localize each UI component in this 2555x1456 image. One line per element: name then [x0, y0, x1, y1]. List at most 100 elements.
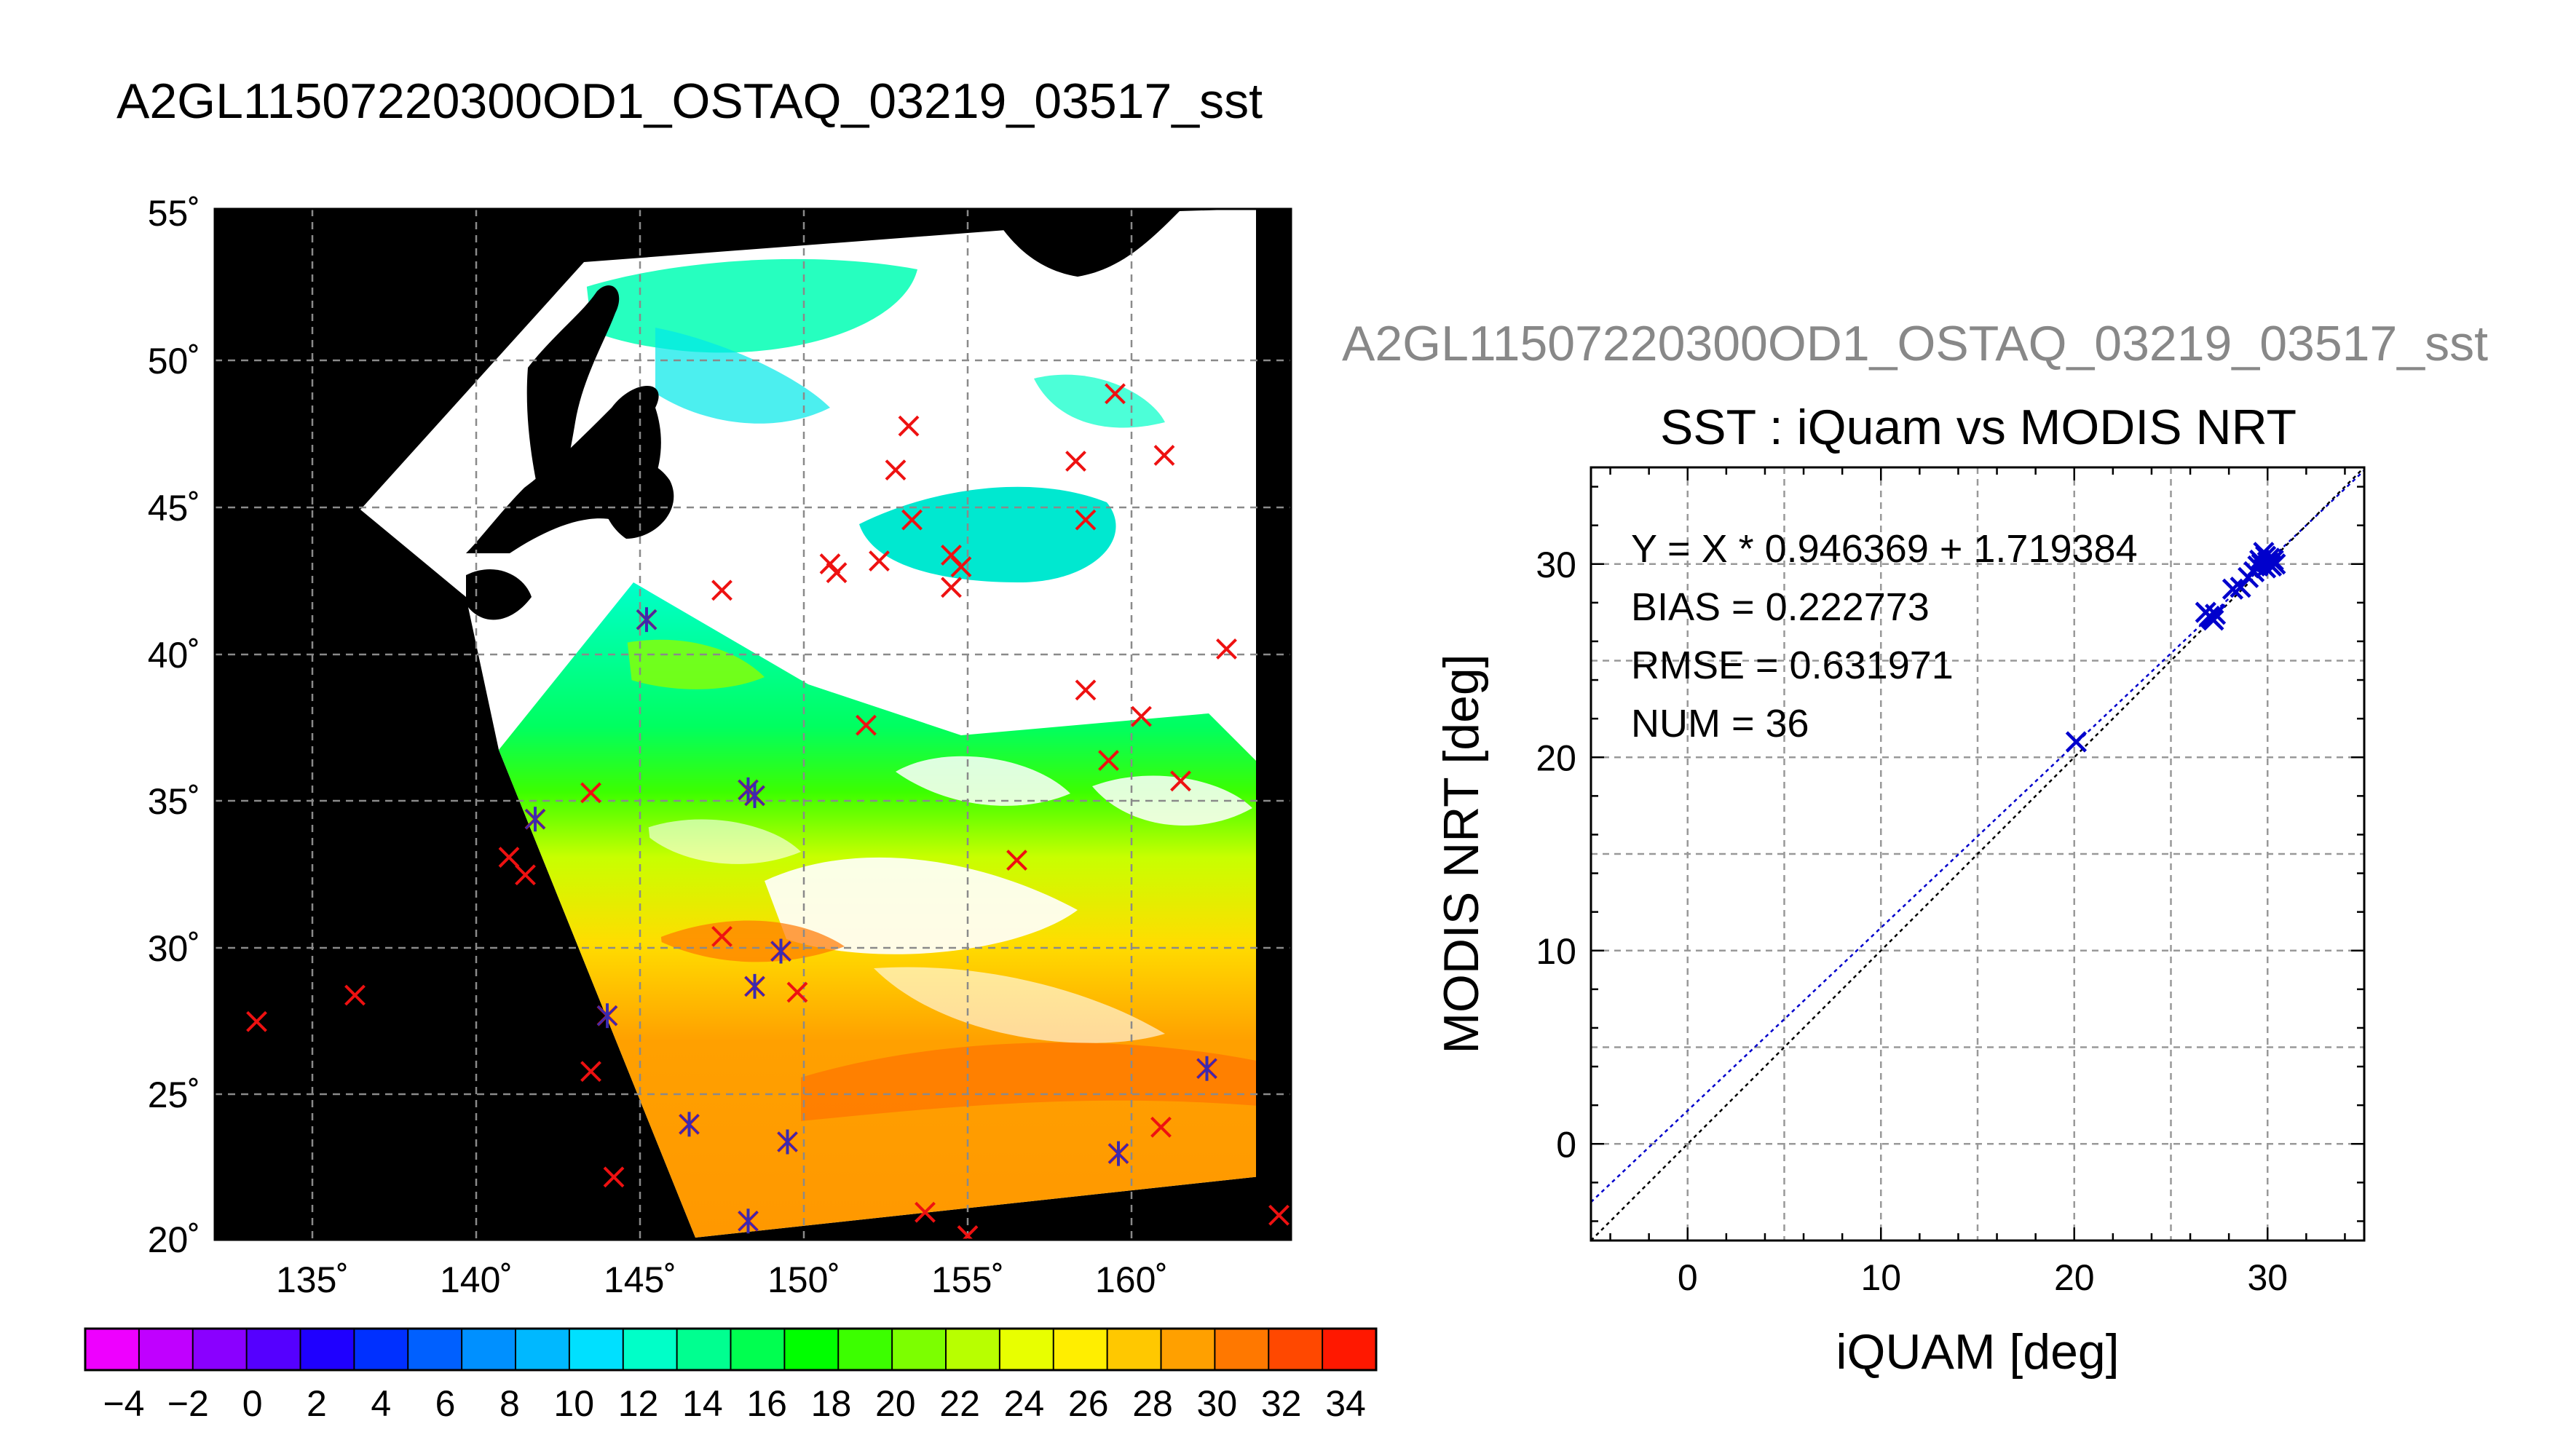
lon-tick-label: 135˚	[276, 1259, 349, 1300]
matchup-x-marker	[1075, 679, 1097, 701]
colorbar-cell	[192, 1329, 248, 1370]
colorbar-tick-label: 24	[1004, 1383, 1045, 1424]
lat-tick-label: 25˚	[148, 1075, 200, 1115]
colorbar-cell	[730, 1329, 785, 1370]
matchup-x-marker	[915, 1201, 936, 1223]
colorbar-cell	[1215, 1329, 1269, 1370]
colorbar-tick-label: 16	[746, 1383, 787, 1424]
colorbar-cell	[408, 1329, 462, 1370]
colorbar-cell	[838, 1329, 893, 1370]
colorbar-cell	[354, 1329, 408, 1370]
lon-tick-label: 155˚	[931, 1259, 1004, 1300]
matchup-star-marker	[1196, 1056, 1217, 1081]
colorbar-tick-label: 8	[499, 1383, 520, 1424]
colorbar-tick-label: −2	[167, 1383, 209, 1424]
y-tick-label: 30	[1536, 545, 1576, 585]
scatter-grid	[1591, 467, 2364, 1241]
matchup-x-marker	[515, 864, 536, 886]
y-tick-label: 0	[1556, 1124, 1576, 1165]
lat-axis: 55˚ 50˚ 45˚ 40˚ 35˚ 30˚ 25˚ 20˚	[148, 193, 200, 1260]
matchup-x-marker	[1065, 451, 1086, 472]
colorbar-tick-label: 22	[939, 1383, 980, 1424]
scatter-point	[2065, 731, 2087, 753]
colorbar-cell	[892, 1329, 947, 1370]
map-title: A2GL11507220300OD1_OSTAQ_03219_03517_sst	[117, 74, 1263, 129]
matchup-x-marker	[1268, 1204, 1290, 1226]
identity-line	[1591, 467, 2364, 1241]
stat-rmse: RMSE = 0.631971	[1631, 644, 1954, 687]
lat-tick-label: 45˚	[148, 488, 200, 529]
matchup-x-marker	[819, 553, 841, 574]
sst-map	[215, 209, 1291, 1240]
stat-bias: BIAS = 0.222773	[1631, 585, 1930, 629]
scatter-fit-lines	[1591, 467, 2364, 1241]
map-frame	[213, 207, 1292, 1241]
map-graticule	[215, 209, 1291, 1240]
stat-fit-equation: Y = X * 0.946369 + 1.719384	[1631, 527, 2138, 571]
matchup-x-marker	[1006, 850, 1027, 871]
x-axis-label: iQUAM [deg]	[1836, 1324, 2119, 1380]
matchup-x-marker	[1075, 509, 1097, 531]
colorbar-tick-label: 34	[1325, 1383, 1366, 1424]
matchup-x-marker	[1105, 383, 1126, 405]
scatter-ticks: 0 10 20 30 0 10 20 30	[1536, 467, 2364, 1298]
colorbar-cell	[246, 1329, 301, 1370]
matchup-x-marker	[1131, 705, 1152, 727]
matchup-star-marker	[744, 783, 765, 808]
regression-line	[1591, 470, 2364, 1203]
scatter-point	[2222, 578, 2244, 600]
scatter-point	[2204, 604, 2227, 625]
matchup-x-marker	[344, 984, 366, 1006]
y-tick-label: 10	[1536, 931, 1576, 972]
matchup-x-marker	[711, 925, 732, 947]
matchup-x-marker	[246, 1010, 267, 1032]
colorbar-tick-label: 18	[811, 1383, 852, 1424]
colorbar-cell	[569, 1329, 624, 1370]
colorbar-tick-label: 2	[307, 1383, 327, 1424]
colorbar-tick-label: 10	[553, 1383, 594, 1424]
colorbar-cell	[623, 1329, 678, 1370]
scatter-plot: 0 10 20 30 0 10 20 30	[1536, 466, 2366, 1298]
lon-tick-label: 145˚	[604, 1259, 676, 1300]
lat-tick-label: 55˚	[148, 193, 200, 234]
colorbar-cell	[85, 1329, 140, 1370]
scatter-file-title: A2GL11507220300OD1_OSTAQ_03219_03517_sst	[1342, 316, 2488, 371]
colorbar-cell	[516, 1329, 570, 1370]
y-axis-label: MODIS NRT [deg]	[1434, 654, 1489, 1053]
colorbar-tick-label: 14	[682, 1383, 723, 1424]
colorbar-tick-label: −4	[103, 1383, 144, 1424]
sst-colorbar	[85, 1329, 1377, 1370]
lat-tick-label: 50˚	[148, 341, 200, 381]
scatter-point	[2203, 609, 2224, 631]
colorbar-cell	[1268, 1329, 1323, 1370]
colorbar-cell	[676, 1329, 731, 1370]
scatter-point	[2264, 553, 2286, 575]
matchup-x-marker	[898, 415, 920, 437]
x-tick-label: 30	[2247, 1257, 2288, 1298]
matchup-x-marker	[869, 550, 890, 571]
matchup-star-marker	[770, 938, 791, 964]
matchup-x-marker	[580, 1061, 601, 1083]
colorbar-cell	[1107, 1329, 1161, 1370]
lon-tick-label: 150˚	[767, 1259, 840, 1300]
lat-tick-label: 30˚	[148, 928, 200, 969]
scatter-points	[2065, 542, 2286, 753]
matchup-star-marker	[738, 1208, 759, 1234]
y-tick-label: 20	[1536, 737, 1576, 778]
matchup-star-marker	[679, 1112, 700, 1137]
matchup-x-marker	[957, 1225, 979, 1240]
colorbar-cell	[1161, 1329, 1215, 1370]
colorbar-tick-label: 6	[435, 1383, 456, 1424]
colorbar-cell	[946, 1329, 1000, 1370]
colorbar-frame	[84, 1327, 1378, 1372]
colorbar-cell	[999, 1329, 1054, 1370]
x-tick-label: 10	[1860, 1257, 1901, 1298]
matchup-x-marker	[826, 562, 848, 584]
matchup-star-marker	[744, 973, 765, 999]
matchup-x-marker	[885, 459, 907, 481]
colorbar-tick-label: 26	[1068, 1383, 1109, 1424]
matchup-x-marker	[1153, 445, 1175, 466]
matchup-x-marker	[1170, 770, 1191, 792]
matchup-star-marker	[524, 807, 546, 832]
matchup-x-marker	[901, 509, 923, 531]
